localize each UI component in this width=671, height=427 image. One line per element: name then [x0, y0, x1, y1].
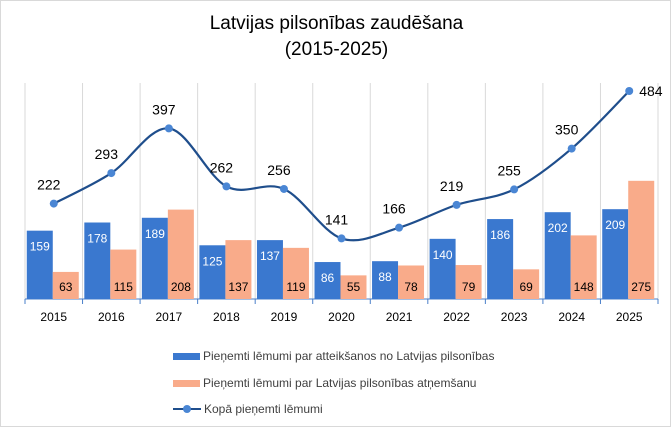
legend-line-marker-icon [173, 405, 201, 413]
bar-data-label: 208 [171, 280, 191, 294]
total-point [452, 200, 461, 209]
bar-renunciation [487, 219, 514, 299]
bar-data-label: 202 [548, 221, 568, 235]
total-data-label: 484 [639, 83, 663, 99]
bar-revocation [570, 235, 597, 299]
total-point [395, 223, 404, 232]
x-tick-label: 2018 [213, 310, 240, 324]
bar-data-label: 115 [114, 280, 133, 294]
bar-data-label: 178 [87, 232, 107, 246]
legend-item-total: Kopā pieņemti lēmumi [173, 402, 323, 416]
total-data-label: 262 [210, 159, 234, 175]
x-tick-label: 2021 [386, 310, 413, 324]
bar-data-label: 119 [286, 280, 305, 294]
bar-data-label: 189 [145, 227, 165, 241]
x-tick-label: 2025 [616, 310, 643, 324]
x-tick-label: 2020 [328, 310, 355, 324]
total-point [567, 144, 576, 153]
legend-swatch-blue [173, 352, 200, 360]
bar-data-label: 88 [378, 270, 392, 284]
bar-renunciation [26, 230, 53, 299]
bar-data-label: 137 [260, 249, 280, 263]
chart-subtitle: (2015-2025) [284, 39, 389, 60]
bar-revocation [455, 265, 482, 299]
bar-renunciation [256, 240, 283, 299]
total-point [625, 87, 634, 95]
total-data-label: 256 [267, 162, 291, 178]
total-point [279, 184, 288, 193]
bar-data-label: 79 [462, 280, 476, 294]
bar-renunciation [429, 238, 456, 299]
total-data-label: 141 [325, 211, 349, 227]
x-tick-label: 2016 [98, 310, 125, 324]
x-tick-label: 2015 [40, 310, 67, 324]
total-data-label: 397 [152, 101, 176, 117]
bar-data-label: 55 [347, 280, 361, 294]
total-point [222, 182, 231, 191]
bar-data-label: 186 [490, 228, 510, 242]
bar-revocation [52, 271, 79, 299]
bar-renunciation [314, 262, 341, 299]
x-tick-label: 2023 [501, 310, 528, 324]
x-tick-label: 2024 [558, 310, 585, 324]
bar-revocation [225, 240, 252, 299]
bar-revocation [513, 269, 540, 299]
total-point [107, 169, 116, 178]
bar-data-label: 78 [404, 280, 418, 294]
total-data-label: 222 [37, 177, 61, 193]
total-point [510, 185, 519, 194]
bar-data-label: 69 [519, 280, 533, 294]
bar-renunciation [199, 245, 226, 299]
x-tick-label: 2019 [271, 310, 298, 324]
bar-revocation [628, 180, 655, 299]
total-data-label: 166 [382, 201, 406, 217]
bar-renunciation [372, 261, 399, 299]
bar-data-label: 125 [202, 254, 222, 268]
bar-data-label: 209 [605, 218, 625, 232]
total-line [53, 90, 631, 242]
bar-revocation [340, 275, 367, 299]
legend-label: Pieņemti lēmumi par Latvijas pilsonības … [203, 376, 477, 390]
legend-label: Kopā pieņemti lēmumi [204, 402, 323, 416]
bar-data-label: 159 [30, 240, 50, 254]
bar-revocation [398, 265, 425, 299]
total-point [49, 199, 58, 208]
total-data-label: 219 [440, 178, 464, 194]
bar-renunciation [84, 222, 111, 299]
total-data-label: 350 [555, 122, 579, 138]
bar-renunciation [141, 217, 168, 299]
bar-revocation [282, 247, 309, 299]
total-point [337, 234, 346, 243]
bar-data-label: 137 [228, 280, 248, 294]
total-data-label: 255 [497, 162, 521, 178]
bar-data-label: 140 [433, 248, 453, 262]
bar-renunciation [602, 209, 629, 299]
legend-item-revocation: Pieņemti lēmumi par Latvijas pilsonības … [173, 376, 476, 390]
chart-title: Latvijas pilsonības zaudēšana [209, 13, 464, 34]
bar-data-label: 86 [321, 271, 335, 285]
x-tick-label: 2017 [156, 310, 183, 324]
x-tick-label: 2022 [443, 310, 470, 324]
total-data-label: 293 [95, 146, 119, 162]
bar-revocation [110, 249, 137, 299]
bar-revocation [167, 209, 194, 299]
total-point [164, 124, 173, 133]
bar-renunciation [544, 212, 571, 299]
bar-data-label: 63 [59, 280, 73, 294]
legend-item-renunciation: Pieņemti lēmumi par atteikšanos no Latvi… [173, 349, 494, 363]
legend-swatch-orange [173, 379, 200, 387]
legend-label: Pieņemti lēmumi par atteikšanos no Latvi… [203, 349, 495, 363]
bar-data-label: 148 [574, 280, 594, 294]
bar-data-label: 275 [631, 280, 651, 294]
